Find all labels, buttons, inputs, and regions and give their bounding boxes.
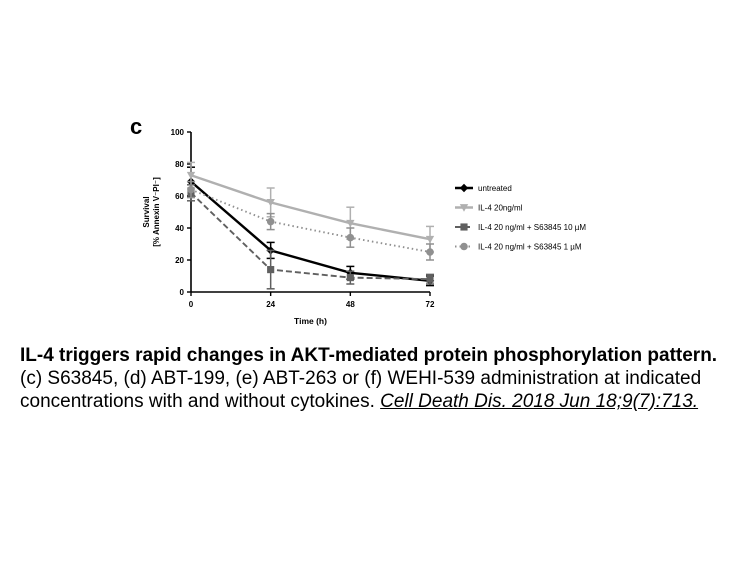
y-tick-label: 20 xyxy=(175,256,184,265)
legend-label: IL-4 20 ng/ml + S63845 1 µM xyxy=(478,243,582,252)
series-line xyxy=(190,188,431,253)
legend-label: IL-4 20 ng/ml + S63845 10 µM xyxy=(478,223,586,232)
panel-label: c xyxy=(130,114,142,139)
series-line xyxy=(190,180,431,282)
legend-item-4: IL-4 20 ng/ml + S63845 1 µM xyxy=(455,243,582,252)
legend: untreated IL-4 20ng/ml IL-4 20 ng/ml + S63… xyxy=(455,183,586,252)
y-tick-label: 40 xyxy=(175,224,184,233)
data-point xyxy=(266,199,275,207)
y-tick-label: 60 xyxy=(175,192,184,201)
legend-marker xyxy=(459,204,469,212)
legend-item-3: IL-4 20 ng/ml + S63845 10 µM xyxy=(455,223,586,232)
y-tick-label: 0 xyxy=(180,288,185,297)
x-tick-label: 24 xyxy=(266,300,275,309)
legend-marker xyxy=(459,183,469,193)
caption-title: IL-4 triggers rapid changes in AKT-media… xyxy=(20,345,718,366)
caption-body: (c) S63845, (d) ABT-199, (e) ABT-263 or … xyxy=(20,367,736,413)
series-3 xyxy=(187,184,434,290)
y-tick-label: 100 xyxy=(171,128,185,137)
series-1 xyxy=(186,166,435,287)
figure-caption: IL-4 triggers rapid changes in AKT-media… xyxy=(20,344,736,413)
citation-link[interactable]: Cell Death Dis. 2018 Jun 18;9(7):713. xyxy=(380,391,699,412)
x-axis-title: Time (h) xyxy=(294,316,327,326)
data-point xyxy=(346,233,355,242)
data-point xyxy=(267,266,275,274)
legend-label: untreated xyxy=(478,184,512,193)
data-series xyxy=(186,161,435,290)
legend-item-1: untreated xyxy=(455,183,512,193)
y-axis-title: [% Annexin V⁻PI⁻] xyxy=(152,177,161,247)
data-point xyxy=(187,185,195,194)
data-point xyxy=(426,275,434,283)
data-point xyxy=(426,248,434,256)
data-point xyxy=(266,217,275,226)
data-point xyxy=(346,274,354,282)
axes: 0 20 40 60 80 100 0 24 48 72 Time (h) Survival [% An… xyxy=(142,128,435,326)
data-point xyxy=(346,219,355,228)
x-tick-label: 0 xyxy=(189,300,194,309)
series-line xyxy=(190,192,431,281)
y-axis-title: Survival xyxy=(142,196,151,227)
y-tick-label: 80 xyxy=(175,160,184,169)
series-line xyxy=(190,174,431,241)
data-point xyxy=(186,171,196,180)
data-point xyxy=(425,235,435,244)
series-4 xyxy=(187,180,434,261)
legend-marker xyxy=(460,242,468,251)
x-tick-label: 72 xyxy=(426,300,435,309)
series-2 xyxy=(186,161,435,253)
legend-item-2: IL-4 20ng/ml xyxy=(455,204,523,213)
legend-marker xyxy=(460,223,468,231)
caption-text: (c) S63845, (d) ABT-199, (e) ABT-263 or … xyxy=(20,368,702,412)
legend-label: IL-4 20ng/ml xyxy=(478,204,523,213)
x-tick-label: 48 xyxy=(346,300,355,309)
survival-chart: c 0 20 40 60 80 100 0 24 48 72 Time (h) Survival [% … xyxy=(130,114,586,326)
